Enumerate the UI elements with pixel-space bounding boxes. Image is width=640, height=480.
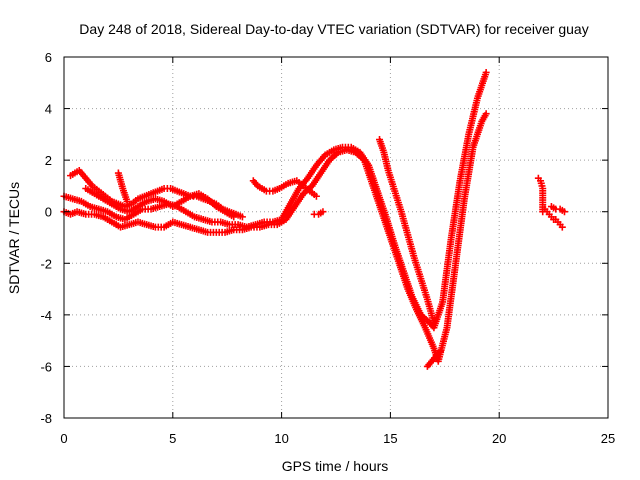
x-tick-label: 20 bbox=[492, 431, 506, 446]
data-point bbox=[436, 347, 444, 355]
y-tick-label: 4 bbox=[45, 102, 52, 117]
data-point bbox=[482, 110, 490, 118]
x-axis-label: GPS time / hours bbox=[282, 458, 389, 474]
data-point bbox=[238, 213, 246, 221]
y-tick-label: -8 bbox=[40, 411, 52, 426]
data-point bbox=[123, 197, 131, 205]
series-7 bbox=[376, 136, 438, 327]
data-point bbox=[482, 68, 490, 76]
y-tick-label: -6 bbox=[40, 359, 52, 374]
x-tick-label: 15 bbox=[383, 431, 397, 446]
data-point bbox=[558, 223, 566, 231]
series-3 bbox=[82, 185, 238, 221]
series-5 bbox=[249, 177, 320, 200]
y-tick-label: -2 bbox=[40, 256, 52, 271]
series-6 bbox=[310, 208, 327, 218]
series-1 bbox=[60, 68, 490, 332]
plot-frame bbox=[63, 56, 609, 419]
x-tick-label: 25 bbox=[601, 431, 615, 446]
data-point bbox=[312, 192, 320, 200]
x-tick-label: 0 bbox=[60, 431, 67, 446]
y-axis-label: SDTVAR / TECUs bbox=[6, 182, 22, 294]
y-tick-label: 2 bbox=[45, 153, 52, 168]
x-tick-label: 10 bbox=[274, 431, 288, 446]
series-8 bbox=[423, 347, 444, 370]
series-4 bbox=[114, 169, 131, 205]
data-points bbox=[60, 68, 568, 370]
data-point bbox=[319, 208, 327, 216]
data-point bbox=[430, 319, 438, 327]
y-tick-label: 0 bbox=[45, 205, 52, 220]
data-point bbox=[230, 213, 238, 221]
data-point bbox=[560, 208, 568, 216]
x-tick-label: 5 bbox=[169, 431, 176, 446]
axis-ticks: 0 5 10 15 20 25 -8 -6 -4 -2 0 2 4 6 bbox=[40, 50, 615, 446]
y-tick-label: 6 bbox=[45, 50, 52, 65]
series-9 bbox=[534, 174, 566, 231]
grid-lines bbox=[64, 57, 608, 418]
series-10 bbox=[547, 203, 568, 216]
y-tick-label: -4 bbox=[40, 308, 52, 323]
chart-title: Day 248 of 2018, Sidereal Day-to-day VTE… bbox=[79, 21, 588, 37]
